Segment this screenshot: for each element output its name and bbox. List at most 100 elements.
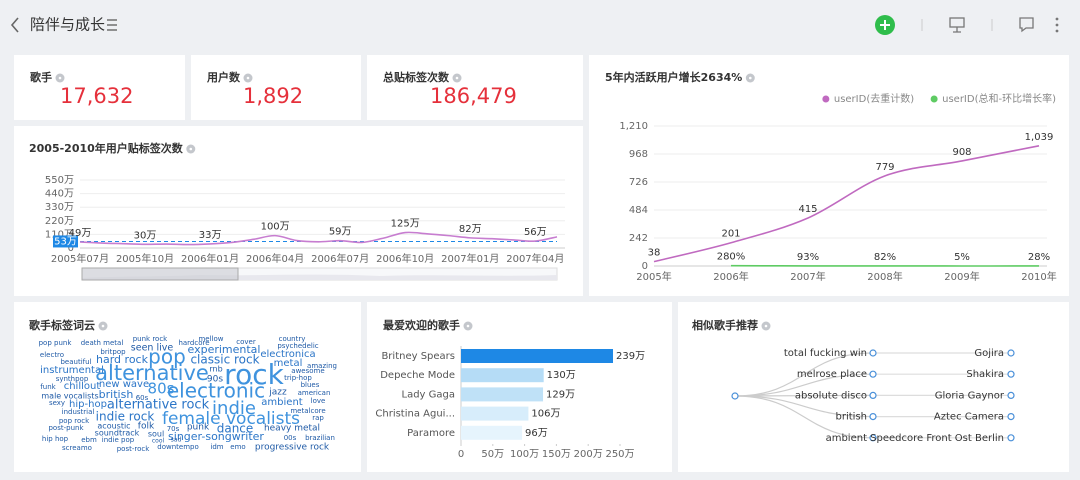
cloud-word: rock	[224, 358, 284, 391]
series-line	[79, 231, 558, 246]
data-label: 96万	[525, 428, 548, 439]
comment-bubble	[1019, 17, 1034, 33]
legend-swatch	[930, 95, 938, 103]
cloud-word: metalcore	[290, 407, 325, 415]
y-tick-label: 330万	[45, 202, 74, 213]
cloud-word: industrial	[62, 408, 95, 416]
tree-link	[734, 394, 874, 397]
cloud-word: classic rock	[190, 353, 259, 367]
category-label: Depeche Mode	[380, 370, 455, 381]
cloud-word: indie pop	[102, 436, 135, 444]
x-tick-label: 2008年	[867, 270, 902, 283]
y-tick-label: 550万	[45, 175, 74, 186]
cloud-word: pop rock	[59, 417, 90, 425]
tree-node-label: british	[836, 412, 867, 423]
data-label: 125万	[391, 219, 420, 230]
back-button[interactable]	[10, 17, 19, 33]
cloud-word: hip hop	[42, 435, 69, 443]
slider-window[interactable]	[81, 267, 239, 281]
reference-label: 53万	[54, 236, 77, 247]
more-icon[interactable]	[1055, 17, 1059, 33]
info-icon-dot	[764, 324, 768, 328]
card-title: 2005-2010年用户贴标签次数	[29, 141, 184, 155]
tree-node	[1007, 434, 1015, 442]
x-tick-label: 2005年07月	[51, 252, 109, 265]
tree-node-label: melrose place	[797, 369, 867, 380]
x-tick-label: 2009年	[944, 270, 979, 283]
cloud-word: blues	[301, 381, 320, 389]
page-title: 陪伴与成长	[30, 16, 105, 34]
cloud-word: hard rock	[96, 353, 149, 366]
tree-node	[1007, 413, 1015, 421]
y-tick-label: 242	[629, 233, 648, 244]
series-line	[653, 145, 1040, 263]
y-tick-label: 484	[629, 205, 648, 216]
zoom-slider[interactable]	[81, 267, 558, 281]
data-label: 30万	[134, 230, 157, 241]
tree-root	[731, 392, 739, 400]
menu-icon[interactable]	[107, 19, 117, 31]
cloud-word: experimental	[188, 343, 261, 356]
data-label: 908	[952, 147, 971, 158]
info-icon-dot	[189, 147, 193, 151]
data-label: 201	[721, 229, 740, 240]
tree-node-label: total fucking win	[784, 348, 867, 359]
y-tick-label: 110万	[45, 229, 74, 240]
card	[14, 55, 185, 120]
cloud-word: seen live	[131, 343, 174, 354]
cloud-word: pop	[148, 345, 186, 369]
cloud-word: rap	[312, 414, 324, 422]
cloud-word: britpop	[100, 348, 126, 356]
cloud-word: new wave	[99, 379, 149, 390]
cloud-word: male vocalists	[41, 392, 98, 401]
card-title: 相似歌手推荐	[692, 318, 758, 332]
tree-node	[869, 391, 877, 399]
cloud-word: 80s	[148, 380, 175, 398]
card-title: 最爱欢迎的歌手	[383, 318, 460, 332]
present-icon[interactable]	[949, 17, 965, 33]
cloud-word: awesome	[291, 367, 324, 375]
cloud-word: funk	[40, 383, 56, 391]
cloud-word: 90s	[207, 375, 223, 385]
kpi-value: 17,632	[60, 84, 133, 108]
tree-node	[1007, 391, 1015, 399]
kpi-label: 用户数	[207, 70, 241, 84]
data-label: 28%	[1028, 252, 1050, 263]
cloud-word: rnb	[209, 365, 222, 374]
cloud-word: 60s	[136, 394, 149, 402]
cloud-word: 00s	[284, 434, 297, 442]
x-tick-label: 2010年	[1021, 270, 1056, 283]
cloud-word: british	[99, 388, 134, 401]
card	[367, 302, 672, 472]
kpi-value: 186,479	[430, 84, 517, 108]
cloud-word: sad	[171, 437, 182, 444]
tree-node	[869, 413, 877, 421]
cloud-word: soul	[148, 430, 164, 439]
cloud-word: downtempo	[157, 443, 198, 451]
info-icon-dot	[101, 324, 105, 328]
x-tick-label: 150万	[542, 449, 571, 460]
comment-icon[interactable]	[1019, 17, 1034, 33]
add-plus	[880, 20, 890, 30]
bar	[461, 368, 544, 383]
cloud-word: jazz	[268, 388, 287, 398]
cloud-word: metal	[274, 358, 303, 369]
tree-node-label: Gloria Gaynor	[935, 390, 1005, 401]
tree-node	[1007, 349, 1015, 357]
tree-node	[869, 434, 877, 442]
category-label: Lady Gaga	[402, 389, 456, 400]
card	[589, 55, 1069, 296]
cloud-word: trip-hop	[284, 374, 312, 382]
add-button[interactable]	[875, 15, 895, 35]
kpi-value: 1,892	[243, 84, 303, 108]
x-tick-label: 250万	[605, 449, 634, 460]
cloud-word: chillout	[64, 381, 101, 392]
cloud-word: instrumental	[40, 365, 104, 376]
cloud-word: beautiful	[60, 358, 91, 366]
cloud-word: cool	[152, 438, 165, 445]
cloud-word: mellow	[198, 335, 223, 343]
cloud-word: pop punk	[39, 339, 73, 347]
y-tick-label: 440万	[45, 189, 74, 200]
cloud-word: indie rock	[96, 410, 155, 424]
tree-link	[734, 395, 874, 439]
